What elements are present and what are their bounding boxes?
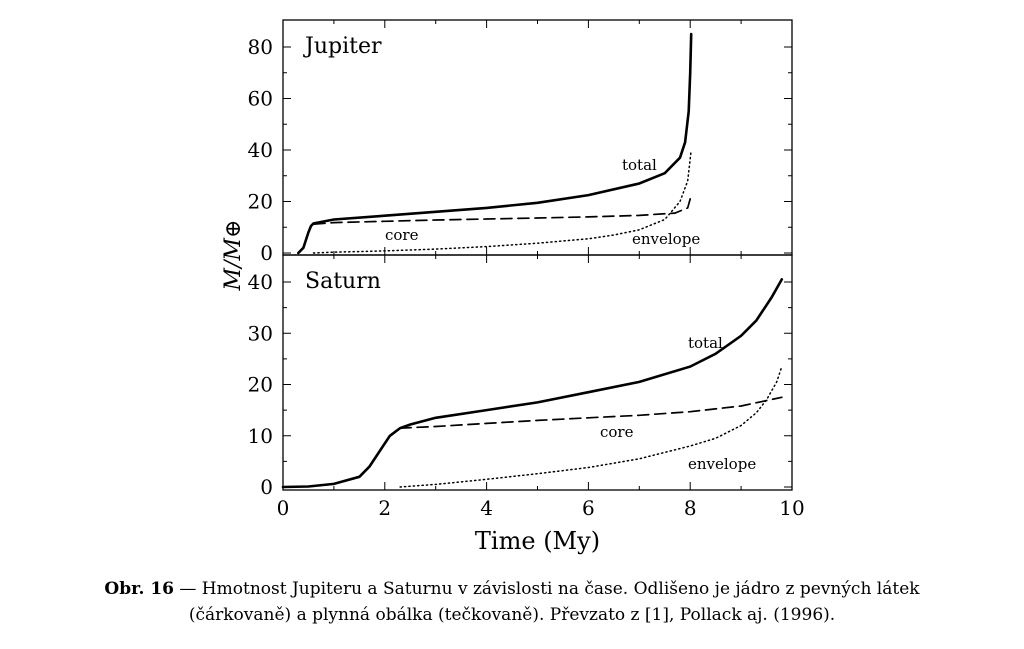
saturn-series-label-core: core	[600, 423, 634, 441]
y-axis-title: M/M⊕	[221, 220, 246, 292]
saturn-series-label-envelope: envelope	[688, 455, 756, 473]
saturn-ytick-label: 30	[248, 321, 273, 345]
xtick-label: 10	[779, 496, 804, 520]
xtick-label: 6	[582, 496, 595, 520]
caption-line-2: (čárkovaně) a plynná obálka (tečkovaně).…	[188, 605, 836, 625]
saturn-panel-title: Saturn	[305, 269, 381, 294]
xtick-label: 4	[480, 496, 493, 520]
jupiter-series-total-line	[297, 32, 693, 255]
xtick-label: 0	[277, 496, 290, 520]
xtick-label: 8	[684, 496, 697, 520]
saturn-ytick-label: 10	[248, 424, 273, 448]
x-axis-title: Time (My)	[475, 527, 600, 555]
jupiter-panel-title: Jupiter	[303, 34, 382, 59]
jupiter-ytick-label: 20	[248, 190, 273, 214]
figure-caption: Obr. 16 — Hmotnost Jupiteru a Saturnu v …	[0, 576, 1024, 628]
jupiter-ytick-label: 60	[248, 87, 273, 111]
xtick-label: 2	[378, 496, 391, 520]
jupiter-ytick-label: 80	[248, 35, 273, 59]
saturn-series-total-line	[281, 278, 784, 489]
saturn-series-core-line	[399, 396, 783, 429]
saturn-ytick-label: 20	[248, 373, 273, 397]
jupiter-ytick-label: 0	[260, 241, 273, 265]
saturn-series-label-total: total	[688, 334, 723, 352]
jupiter-series-envelope-line	[312, 149, 692, 254]
saturn-ytick-label: 0	[260, 475, 273, 499]
caption-lead: Obr. 16	[104, 579, 174, 599]
jupiter-series-label-core: core	[385, 226, 419, 244]
jupiter-series-label-envelope: envelope	[632, 230, 700, 248]
caption-line-1: — Hmotnost Jupiteru a Saturnu v závislos…	[174, 579, 920, 599]
jupiter-series-core-line	[297, 198, 692, 254]
saturn-ytick-label: 40	[248, 270, 273, 294]
jupiter-series-label-total: total	[622, 156, 657, 174]
jupiter-ytick-label: 40	[248, 138, 273, 162]
